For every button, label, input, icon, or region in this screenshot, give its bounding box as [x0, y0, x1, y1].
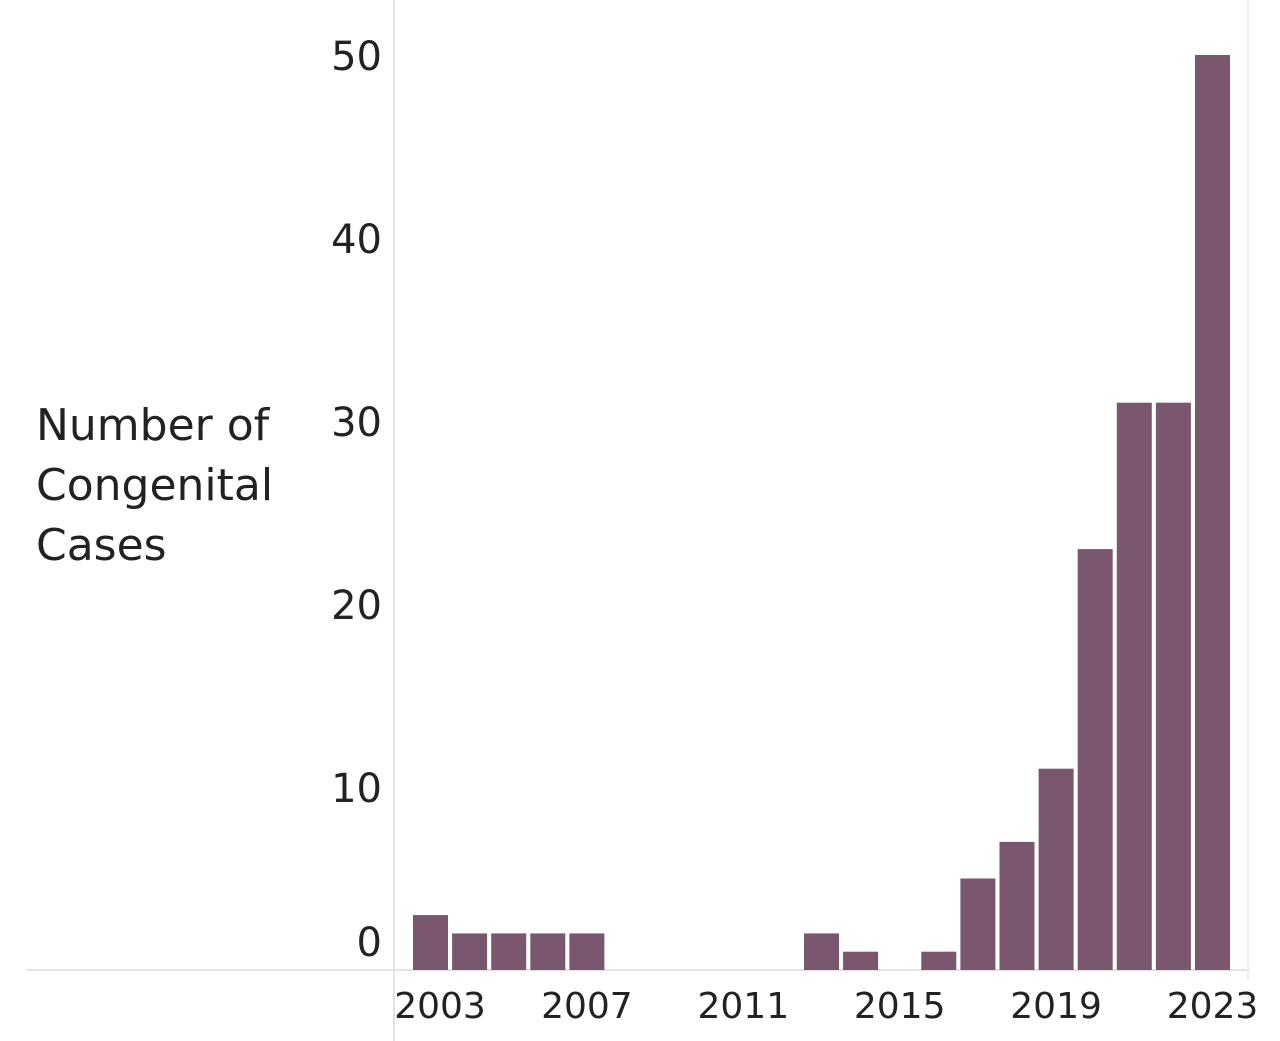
y-tick-label: 20: [331, 583, 382, 629]
bar: [413, 915, 448, 970]
y-tick-label: 0: [357, 920, 382, 966]
x-tick-label: 2003: [394, 986, 486, 1027]
bar: [452, 933, 488, 970]
x-tick-label: 2019: [1010, 986, 1102, 1027]
y-tick-labels: 0 10 20 30 40 50: [331, 34, 382, 966]
y-axis-title: Number of Congenital Cases: [36, 400, 273, 571]
bar: [1116, 402, 1152, 970]
y-tick-label: 40: [331, 217, 382, 263]
bar: [530, 933, 566, 970]
bar: [1155, 402, 1191, 970]
x-tick-label: 2011: [697, 986, 789, 1027]
x-tick-label: 2007: [541, 986, 633, 1027]
bar: [1195, 55, 1230, 970]
bar: [491, 933, 527, 970]
y-tick-label: 50: [331, 34, 382, 80]
bar: [1038, 768, 1074, 970]
y-axis-title-line-2: Congenital: [36, 460, 273, 511]
bar: [569, 933, 605, 970]
bars: [413, 55, 1230, 970]
bar: [999, 841, 1035, 970]
x-tick-labels: 2003 2007 2011 2015 2019 2023: [394, 986, 1258, 1027]
bar: [960, 878, 996, 970]
y-axis-title-line-1: Number of: [36, 400, 271, 451]
bar: [804, 933, 839, 970]
bar: [843, 951, 879, 970]
y-tick-label: 30: [331, 400, 382, 446]
x-tick-label: 2023: [1167, 986, 1259, 1027]
y-axis-title-line-3: Cases: [36, 520, 167, 571]
bar: [921, 951, 957, 970]
x-tick-label: 2015: [854, 986, 946, 1027]
bar: [1077, 549, 1113, 970]
y-tick-label: 10: [331, 766, 382, 812]
